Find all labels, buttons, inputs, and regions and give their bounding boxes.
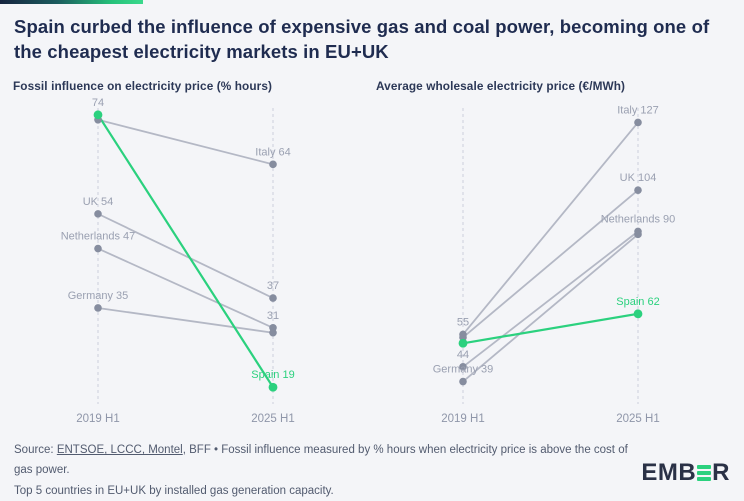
series-dot-spain-2025 [268, 382, 278, 392]
price-chart-title: Average wholesale electricity price (€/M… [376, 79, 626, 93]
series-dot-germany-2025 [269, 328, 277, 337]
series-line-uk [97, 212, 274, 299]
series-dot-germany-2025 [634, 230, 642, 239]
series-line-germany [462, 233, 639, 383]
series-label-netherlands-2019: Netherlands 47 [61, 231, 136, 243]
series-line-spain [461, 312, 640, 345]
fossil-influence-chart: 2019 H1 2025 H1 Italy 64 UK 54 37 Netherlands… [61, 97, 295, 425]
series-line-germany [97, 307, 274, 334]
series-dot-netherlands-2019 [94, 244, 102, 253]
accent-gradient-bar [0, 0, 143, 4]
footer-source-line: Source: ENTSOE, LCCC, Montel, BFF • Foss… [14, 440, 644, 481]
wholesale-price-chart: 2019 H1 2025 H1 55 Italy 127 UK 104 44 Netherl… [433, 104, 676, 425]
series-line-italy [462, 121, 639, 336]
ember-logo-text-start: EMB [641, 459, 697, 486]
ember-logo-text-end: R [712, 459, 730, 486]
series-label-netherlands-2025: Netherlands 90 [601, 213, 676, 225]
series-label-italy-2019: 55 [457, 316, 469, 328]
series-dot-spain-2019 [93, 110, 103, 120]
series-label-netherlands-2025: 31 [267, 310, 279, 322]
fossil-chart-title: Fossil influence on electricity price (%… [13, 79, 273, 93]
charts-canvas: 2019 H1 2025 H1 Italy 64 UK 54 37 Netherlands… [61, 97, 676, 425]
footer-note: Top 5 countries in EU+UK by installed ga… [14, 484, 334, 497]
x-axis-label: 2025 H1 [251, 413, 294, 425]
ember-logo: EMB R [641, 459, 730, 487]
series-line-spain [96, 113, 275, 389]
series-dot-spain-2019 [458, 338, 468, 348]
series-line-netherlands [97, 247, 274, 329]
series-label-netherlands-2019: 44 [457, 349, 469, 361]
series-label-uk-2025: 37 [267, 280, 279, 292]
series-dot-uk-2019 [94, 210, 102, 218]
series-label-italy-2025: Italy 127 [617, 104, 659, 116]
series-label-italy-2025: Italy 64 [255, 146, 290, 158]
series-label-uk-2019: UK 54 [83, 196, 114, 208]
ember-logo-e-bars-icon [697, 463, 712, 482]
x-axis-label: 2019 H1 [441, 413, 484, 425]
source-prefix: Source: [14, 444, 57, 456]
series-dot-spain-2025 [633, 309, 643, 319]
source-rest: , BFF • Fossil influence measured by % h… [14, 444, 628, 477]
series-line-italy [97, 118, 274, 166]
series-label-spain-2025: Spain 19 [251, 369, 294, 381]
page-title: Spain curbed the influence of expensive … [14, 16, 710, 62]
footer: Source: ENTSOE, LCCC, Montel, BFF • Foss… [14, 440, 644, 501]
series-dot-germany-2019 [94, 304, 102, 312]
series-dot-italy-2025 [269, 160, 277, 169]
series-label-germany-2019: Germany 35 [68, 290, 129, 302]
series-dot-uk-2019 [459, 333, 467, 342]
x-axis-label: 2019 H1 [76, 413, 119, 425]
series-dot-uk-2025 [269, 294, 277, 302]
series-label-germany-2019: Germany 39 [433, 364, 494, 376]
series-label-uk-2025: UK 104 [620, 172, 657, 184]
series-dot-italy-2025 [634, 118, 642, 127]
series-dot-netherlands-2019 [459, 363, 467, 371]
x-axis-label: 2025 H1 [616, 413, 659, 425]
source-link[interactable]: ENTSOE, LCCC, Montel [56, 444, 183, 456]
series-line-uk [462, 189, 639, 339]
series-line-netherlands [462, 230, 639, 368]
series-label-spain-2019: 74 [92, 97, 104, 109]
series-dot-germany-2019 [459, 377, 467, 386]
series-dot-uk-2025 [634, 186, 642, 194]
series-label-spain-2025: Spain 62 [616, 296, 659, 308]
